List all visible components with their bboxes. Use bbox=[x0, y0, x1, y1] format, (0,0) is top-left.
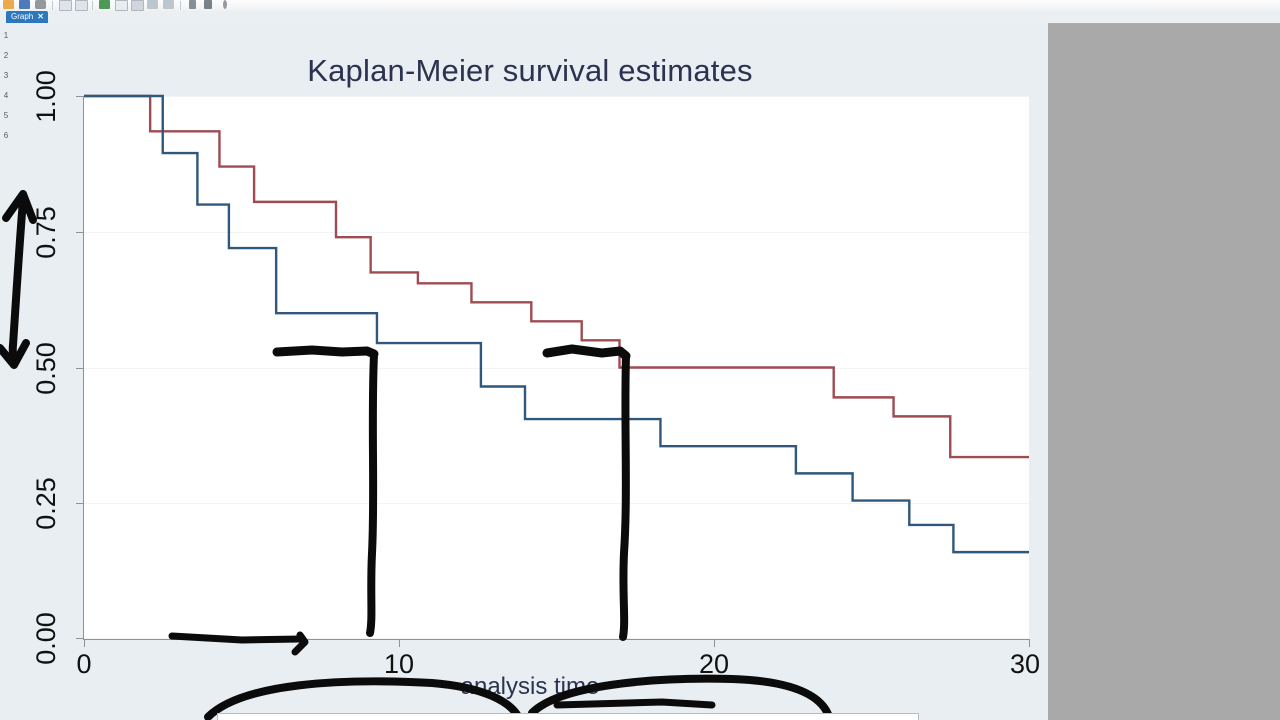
x-tick-label: 30 bbox=[1009, 649, 1041, 679]
plot-area bbox=[84, 96, 1029, 639]
do-file-editor-icon[interactable] bbox=[146, 0, 159, 11]
y-axis-line bbox=[83, 96, 84, 639]
x-tick-10 bbox=[399, 640, 400, 647]
tab-graph-label: Graph bbox=[11, 12, 34, 21]
x-tick-label: 10 bbox=[383, 649, 415, 679]
km-curve-group1 bbox=[84, 94, 1029, 459]
x-tick-30 bbox=[1029, 640, 1030, 647]
run-icon[interactable] bbox=[202, 0, 215, 11]
tab-graph[interactable]: Graph ✕ bbox=[6, 11, 48, 23]
y-tick-0.75 bbox=[76, 232, 83, 233]
close-icon[interactable]: ✕ bbox=[37, 12, 44, 21]
copy-icon[interactable] bbox=[58, 0, 72, 11]
toolbar-separator bbox=[92, 1, 93, 10]
x-tick-label: 0 bbox=[76, 649, 92, 679]
data-editor-icon[interactable] bbox=[98, 0, 111, 11]
y-tick-0.00 bbox=[76, 638, 83, 639]
chart-title: Kaplan-Meier survival estimates bbox=[307, 53, 753, 88]
save-icon[interactable] bbox=[18, 0, 31, 11]
paste-icon[interactable] bbox=[74, 0, 88, 11]
row-number: 6 bbox=[3, 131, 9, 140]
application-toolbar[interactable] bbox=[0, 0, 1280, 12]
graph-window-icon[interactable] bbox=[162, 0, 175, 11]
toolbar-separator bbox=[52, 1, 53, 10]
gridline-0.75 bbox=[84, 232, 1029, 233]
toolbar-separator bbox=[180, 1, 181, 10]
data-browser-icon[interactable] bbox=[114, 0, 128, 11]
km-curve-group2 bbox=[84, 94, 1029, 554]
x-tick-label: 20 bbox=[698, 649, 730, 679]
row-number: 1 bbox=[3, 31, 9, 40]
x-tick-0 bbox=[84, 640, 85, 647]
row-number: 5 bbox=[3, 111, 9, 120]
graph-window: Kaplan-Meier survival estimates 1.00 0.7… bbox=[12, 23, 1048, 720]
chart-legend: Group = 1 Group = 2 bbox=[217, 713, 919, 720]
x-axis-line bbox=[83, 639, 1030, 640]
pause-icon[interactable] bbox=[186, 0, 199, 11]
variables-manager-icon[interactable] bbox=[130, 0, 144, 11]
gridline-1.00 bbox=[84, 96, 1029, 97]
x-tick-20 bbox=[714, 640, 715, 647]
gridline-0.25 bbox=[84, 503, 1029, 504]
row-number: 4 bbox=[3, 91, 9, 100]
row-number: 3 bbox=[3, 71, 9, 80]
y-tick-0.25 bbox=[76, 503, 83, 504]
y-tick-0.50 bbox=[76, 368, 83, 369]
open-folder-icon[interactable] bbox=[2, 0, 15, 11]
gridline-0.50 bbox=[84, 368, 1029, 369]
more-icon[interactable] bbox=[218, 0, 231, 11]
gridline-0.00 bbox=[84, 638, 1029, 639]
print-icon[interactable] bbox=[34, 0, 47, 11]
km-curves bbox=[84, 94, 1029, 554]
row-number: 2 bbox=[3, 51, 9, 60]
y-tick-1.00 bbox=[76, 96, 83, 97]
